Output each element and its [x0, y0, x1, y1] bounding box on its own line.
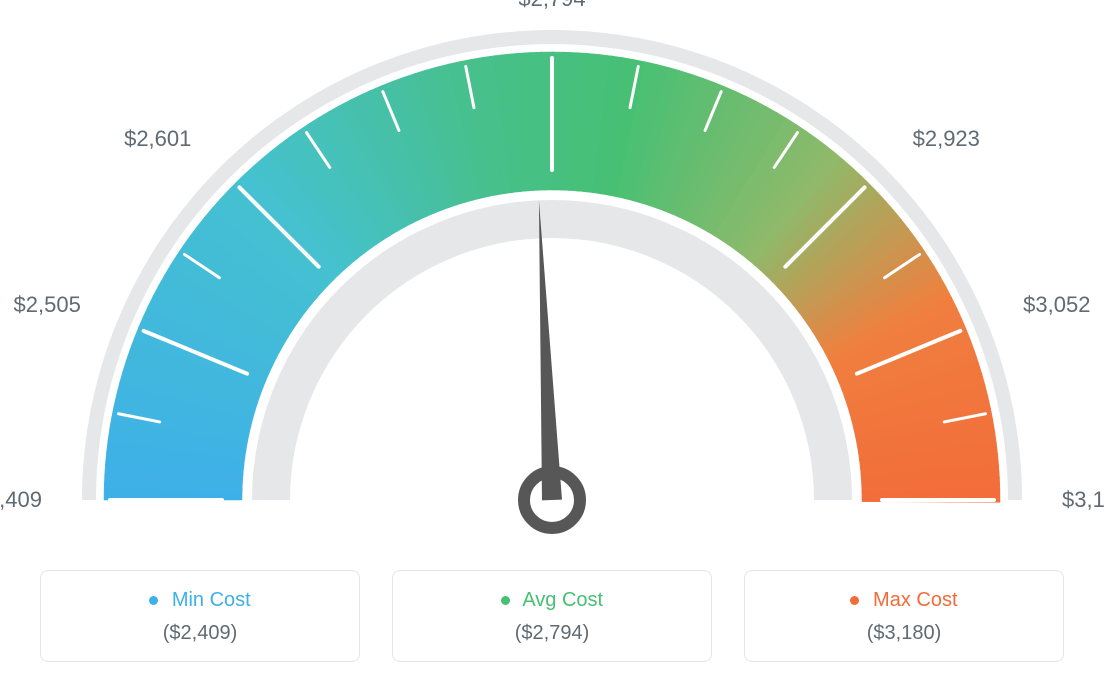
min-cost-label: Min Cost	[172, 589, 251, 611]
min-cost-card: Min Cost ($2,409)	[40, 570, 360, 662]
gauge-tick-label: $3,180	[1062, 487, 1104, 513]
avg-cost-card: Avg Cost ($2,794)	[392, 570, 712, 662]
max-cost-value: ($3,180)	[755, 622, 1053, 645]
gauge-tick-label: $2,601	[124, 126, 191, 152]
avg-cost-title: Avg Cost	[403, 589, 701, 612]
min-cost-title: Min Cost	[51, 589, 349, 612]
avg-cost-dot	[501, 596, 510, 605]
min-cost-dot	[149, 596, 158, 605]
min-cost-value: ($2,409)	[51, 622, 349, 645]
gauge-tick-label: $2,794	[518, 0, 585, 12]
max-cost-dot	[850, 596, 859, 605]
gauge-svg	[0, 0, 1104, 560]
max-cost-label: Max Cost	[873, 589, 957, 611]
avg-cost-label: Avg Cost	[522, 589, 603, 611]
gauge-tick-label: $3,052	[1023, 292, 1090, 318]
max-cost-title: Max Cost	[755, 589, 1053, 612]
gauge-tick-label: $2,505	[14, 292, 81, 318]
cost-cards: Min Cost ($2,409) Avg Cost ($2,794) Max …	[40, 570, 1064, 662]
gauge-tick-label: $2,409	[0, 487, 42, 513]
avg-cost-value: ($2,794)	[403, 622, 701, 645]
gauge-tick-label: $2,923	[913, 126, 980, 152]
gauge-chart: $2,409 $2,505 $2,601 $2,794 $2,923 $3,052 $3,1…	[0, 0, 1104, 560]
max-cost-card: Max Cost ($3,180)	[744, 570, 1064, 662]
